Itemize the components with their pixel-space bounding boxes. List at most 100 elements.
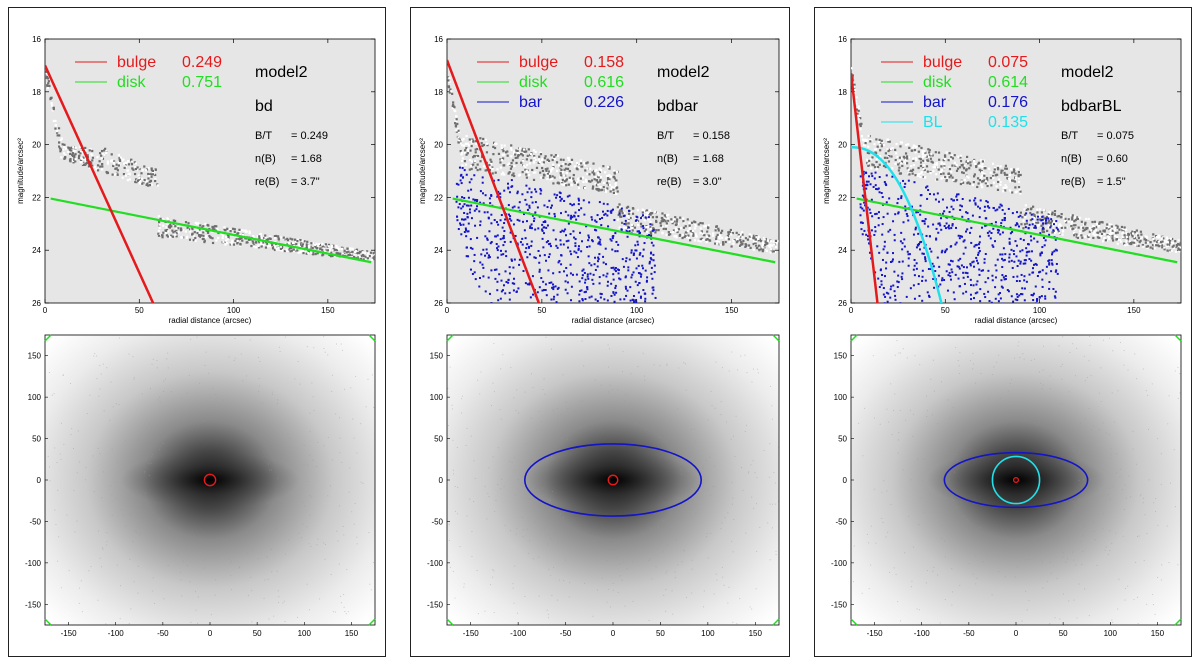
bar-point xyxy=(651,292,654,295)
noise-pixel xyxy=(94,352,96,354)
data-point xyxy=(269,245,272,248)
noise-pixel xyxy=(769,443,771,445)
data-point xyxy=(249,238,252,241)
bar-point xyxy=(543,254,546,257)
data-point xyxy=(262,241,265,244)
data-point xyxy=(365,250,369,253)
noise-pixel xyxy=(152,358,154,360)
bar-point xyxy=(556,287,559,290)
bar-point xyxy=(473,253,476,256)
data-point xyxy=(1033,214,1036,217)
data-point xyxy=(951,154,955,157)
data-point xyxy=(506,154,509,157)
noise-pixel xyxy=(48,466,50,468)
data-point xyxy=(224,239,228,242)
data-point xyxy=(961,164,964,167)
data-point xyxy=(287,248,290,251)
noise-pixel xyxy=(632,600,634,602)
data-point xyxy=(760,240,763,243)
data-point xyxy=(942,172,945,175)
bar-point xyxy=(463,231,466,234)
data-point xyxy=(1013,180,1017,183)
noise-pixel xyxy=(734,456,736,458)
data-point xyxy=(206,223,209,227)
data-point xyxy=(60,156,63,159)
data-point xyxy=(189,230,192,233)
data-point xyxy=(1106,223,1109,226)
noise-pixel xyxy=(148,423,150,425)
data-point xyxy=(91,149,94,153)
data-point xyxy=(932,170,935,173)
data-point xyxy=(604,171,607,174)
data-point xyxy=(916,174,919,177)
data-point xyxy=(532,149,536,152)
data-point xyxy=(864,140,867,143)
data-point xyxy=(1137,244,1140,247)
data-point xyxy=(924,154,927,157)
data-point xyxy=(514,156,517,159)
data-point xyxy=(515,149,518,152)
noise-pixel xyxy=(344,611,346,613)
data-point xyxy=(1146,247,1149,250)
data-point xyxy=(52,119,55,123)
data-point xyxy=(202,225,205,228)
img-y-tick-label: 100 xyxy=(28,393,42,402)
data-point xyxy=(927,156,930,159)
data-point xyxy=(988,167,991,170)
bar-point xyxy=(585,225,588,228)
data-point xyxy=(584,163,587,167)
data-point xyxy=(1145,236,1148,239)
noise-pixel xyxy=(744,354,746,356)
data-point xyxy=(542,176,545,179)
bar-point xyxy=(651,277,654,280)
data-point xyxy=(706,237,709,241)
data-point xyxy=(562,162,565,165)
data-point xyxy=(1019,190,1022,193)
data-point xyxy=(542,161,546,164)
bar-point xyxy=(1001,274,1004,277)
data-point xyxy=(1060,226,1063,229)
noise-pixel xyxy=(680,469,682,471)
bar-point xyxy=(882,293,885,296)
data-point xyxy=(492,153,495,156)
data-point xyxy=(79,155,82,159)
data-point xyxy=(79,161,82,164)
data-point xyxy=(983,179,986,182)
data-point xyxy=(78,154,81,157)
noise-pixel xyxy=(752,368,754,370)
data-point xyxy=(1111,227,1114,230)
noise-pixel xyxy=(177,554,179,556)
noise-pixel xyxy=(338,505,340,507)
data-point xyxy=(980,174,983,177)
data-point xyxy=(258,237,261,240)
noise-pixel xyxy=(768,476,770,478)
noise-pixel xyxy=(756,550,758,552)
data-point xyxy=(454,109,457,113)
data-point xyxy=(131,167,134,170)
data-point xyxy=(1168,239,1172,243)
bar-point xyxy=(991,274,994,277)
data-point xyxy=(968,182,972,185)
bar-point xyxy=(955,226,958,229)
bar-point xyxy=(903,245,906,248)
data-point xyxy=(645,225,648,229)
data-point xyxy=(945,175,948,178)
bar-point xyxy=(593,263,596,266)
noise-pixel xyxy=(263,452,265,454)
data-point xyxy=(363,252,367,255)
noise-pixel xyxy=(739,598,741,600)
data-point xyxy=(910,169,914,172)
data-point xyxy=(304,246,307,249)
noise-pixel xyxy=(289,464,291,466)
bar-point xyxy=(902,221,905,224)
data-point xyxy=(655,219,658,223)
bar-point xyxy=(538,261,541,264)
noise-pixel xyxy=(493,343,495,345)
data-point xyxy=(1060,212,1063,216)
data-point xyxy=(1126,237,1130,240)
bar-point xyxy=(566,274,569,277)
data-point xyxy=(925,165,929,168)
data-point xyxy=(1051,222,1055,226)
noise-pixel xyxy=(720,401,722,403)
data-point xyxy=(299,251,302,254)
